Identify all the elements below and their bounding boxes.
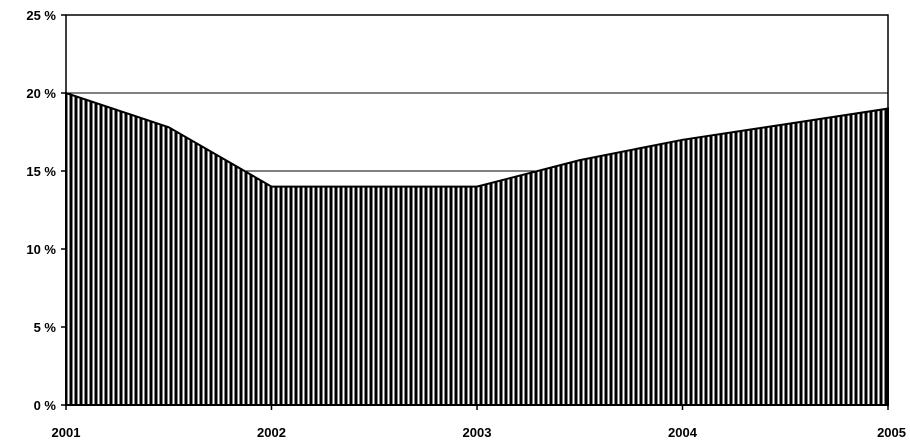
x-tick-label-2001: 2001 [52, 425, 81, 440]
x-tick-label-2004: 2004 [668, 425, 698, 440]
x-tick-label-2002: 2002 [257, 425, 286, 440]
x-tick-label-2003: 2003 [463, 425, 492, 440]
y-tick-label-3: 15 % [26, 164, 56, 179]
area-series [65, 91, 889, 406]
y-tick-label-2: 10 % [26, 242, 56, 257]
y-tick-label-4: 20 % [26, 86, 56, 101]
x-tick-label-2005: 2005 [877, 425, 906, 440]
y-tick-label-0: 0 % [34, 398, 57, 413]
area-fill [65, 91, 889, 406]
x-axis-ticks: 2001 2002 2003 2004 2005 [52, 405, 906, 440]
y-axis-ticks: 0 % 5 % 10 % 15 % 20 % 25 % [26, 8, 66, 413]
y-tick-label-5: 25 % [26, 8, 56, 23]
y-tick-label-1: 5 % [34, 320, 57, 335]
